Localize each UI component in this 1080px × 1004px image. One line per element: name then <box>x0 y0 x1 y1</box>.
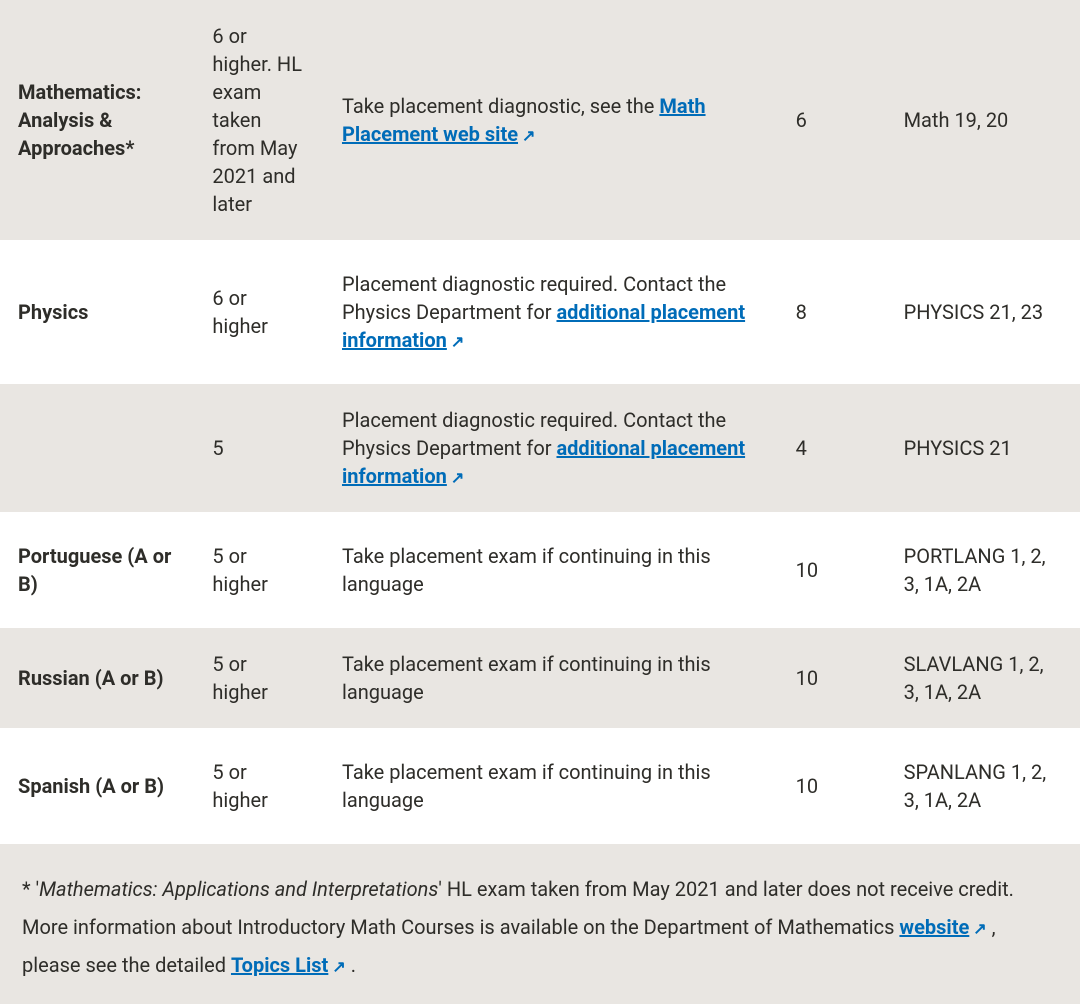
external-link-icon: ↗ <box>522 125 535 147</box>
cell-duplicate: SLAVLANG 1, 2, 3, 1A, 2A <box>886 624 1080 732</box>
table-row: Spanish (A or B)5 or higher Take placemen… <box>0 732 1080 840</box>
table-body: Mathematics: Analysis & Approaches*6 or … <box>0 0 1080 840</box>
cell-placement: Take placement exam if continuing in thi… <box>324 624 778 732</box>
footnote-topics-link[interactable]: Topics List↗ <box>231 953 346 977</box>
credit-table: Mathematics: Analysis & Approaches*6 or … <box>0 0 1080 844</box>
external-link-icon: ↗ <box>451 467 464 489</box>
cell-units: 6 <box>778 0 886 244</box>
cell-units: 4 <box>778 380 886 516</box>
cell-subject: Portuguese (A or B) <box>0 516 194 624</box>
cell-placement: Placement diagnostic required. Contact t… <box>324 244 778 380</box>
cell-subject <box>0 380 194 516</box>
cell-units: 8 <box>778 244 886 380</box>
footnote-prefix: * ' <box>22 877 39 901</box>
cell-score: 5 or higher <box>194 624 324 732</box>
placement-prefix: Take placement diagnostic, see the <box>342 94 659 118</box>
placement-prefix: Take placement exam if continuing in thi… <box>342 544 711 596</box>
table-row: Portuguese (A or B)5 or higher Take place… <box>0 516 1080 624</box>
cell-subject: Spanish (A or B) <box>0 732 194 840</box>
cell-units: 10 <box>778 516 886 624</box>
cell-duplicate: SPANLANG 1, 2, 3, 1A, 2A <box>886 732 1080 840</box>
placement-prefix: Take placement exam if continuing in thi… <box>342 760 711 812</box>
cell-duplicate: Math 19, 20 <box>886 0 1080 244</box>
cell-units: 10 <box>778 624 886 732</box>
table-row: 5Placement diagnostic required. Contact … <box>0 380 1080 516</box>
cell-duplicate: PHYSICS 21, 23 <box>886 244 1080 380</box>
cell-duplicate: PHYSICS 21 <box>886 380 1080 516</box>
cell-placement: Placement diagnostic required. Contact t… <box>324 380 778 516</box>
external-link-icon: ↗ <box>451 331 464 353</box>
cell-subject: Physics <box>0 244 194 380</box>
cell-placement: Take placement exam if continuing in thi… <box>324 732 778 840</box>
footnote-suffix: . <box>346 953 356 977</box>
footnote: * 'Mathematics: Applications and Interpr… <box>0 844 1080 1004</box>
external-link-icon: ↗ <box>332 952 345 982</box>
cell-placement: Take placement diagnostic, see the Math … <box>324 0 778 244</box>
table-row: Mathematics: Analysis & Approaches*6 or … <box>0 0 1080 244</box>
table-row: Physics6 or higherPlacement diagnostic r… <box>0 244 1080 380</box>
cell-score: 5 <box>194 380 324 516</box>
cell-score: 6 or higher. HL exam taken from May 2021… <box>194 0 324 244</box>
cell-units: 10 <box>778 732 886 840</box>
table-row: Russian (A or B)5 or higher Take placemen… <box>0 624 1080 732</box>
footnote-website-link[interactable]: website↗ <box>899 915 986 939</box>
external-link-icon: ↗ <box>973 914 986 944</box>
cell-score: 5 or higher <box>194 516 324 624</box>
cell-placement: Take placement exam if continuing in thi… <box>324 516 778 624</box>
placement-prefix: Take placement exam if continuing in thi… <box>342 652 711 704</box>
cell-score: 6 or higher <box>194 244 324 380</box>
cell-subject: Mathematics: Analysis & Approaches* <box>0 0 194 244</box>
cell-score: 5 or higher <box>194 732 324 840</box>
cell-duplicate: PORTLANG 1, 2, 3, 1A, 2A <box>886 516 1080 624</box>
footnote-italic: Mathematics: Applications and Interpreta… <box>39 877 438 901</box>
cell-subject: Russian (A or B) <box>0 624 194 732</box>
